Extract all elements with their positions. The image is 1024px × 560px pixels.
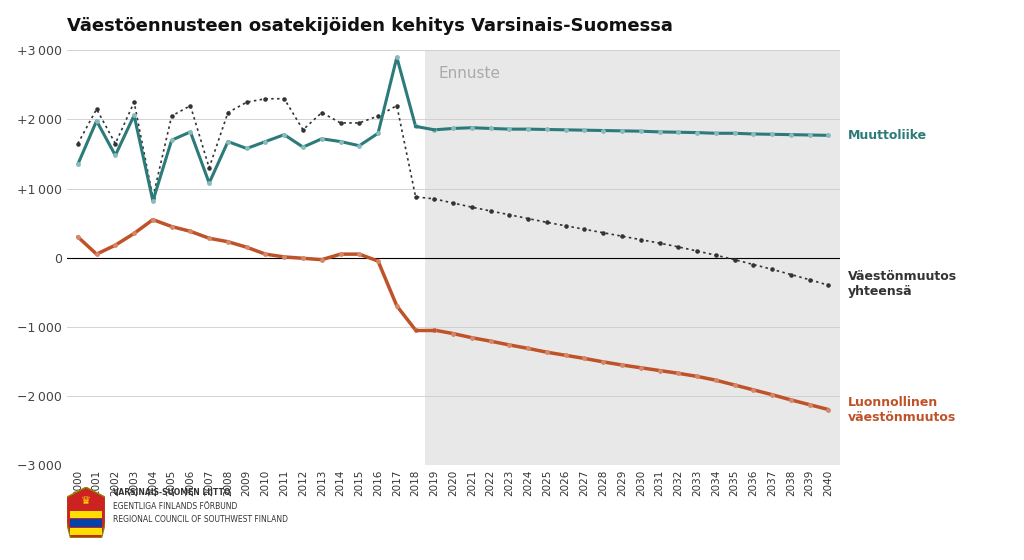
Text: Muuttoliike: Muuttoliike bbox=[848, 129, 927, 142]
Bar bbox=[425, 50, 849, 465]
Text: EGENTLIGA FINLANDS FÖRBUND: EGENTLIGA FINLANDS FÖRBUND bbox=[113, 502, 237, 511]
Bar bbox=[71, 520, 101, 526]
Bar bbox=[71, 528, 101, 535]
Text: Ennuste: Ennuste bbox=[438, 66, 500, 81]
Text: Luonnollinen
väestönmuutos: Luonnollinen väestönmuutos bbox=[848, 395, 956, 423]
Text: ♛: ♛ bbox=[81, 496, 91, 506]
Text: Väestönmuutos
yhteensä: Väestönmuutos yhteensä bbox=[848, 270, 957, 298]
Text: VARSINAIS-SUOMEN LIITTO: VARSINAIS-SUOMEN LIITTO bbox=[113, 488, 230, 497]
Text: REGIONAL COUNCIL OF SOUTHWEST FINLAND: REGIONAL COUNCIL OF SOUTHWEST FINLAND bbox=[113, 515, 288, 524]
Bar bbox=[71, 511, 101, 518]
Text: Väestöennusteen osatekijöiden kehitys Varsinais-Suomessa: Väestöennusteen osatekijöiden kehitys Va… bbox=[67, 17, 673, 35]
Polygon shape bbox=[67, 487, 105, 538]
